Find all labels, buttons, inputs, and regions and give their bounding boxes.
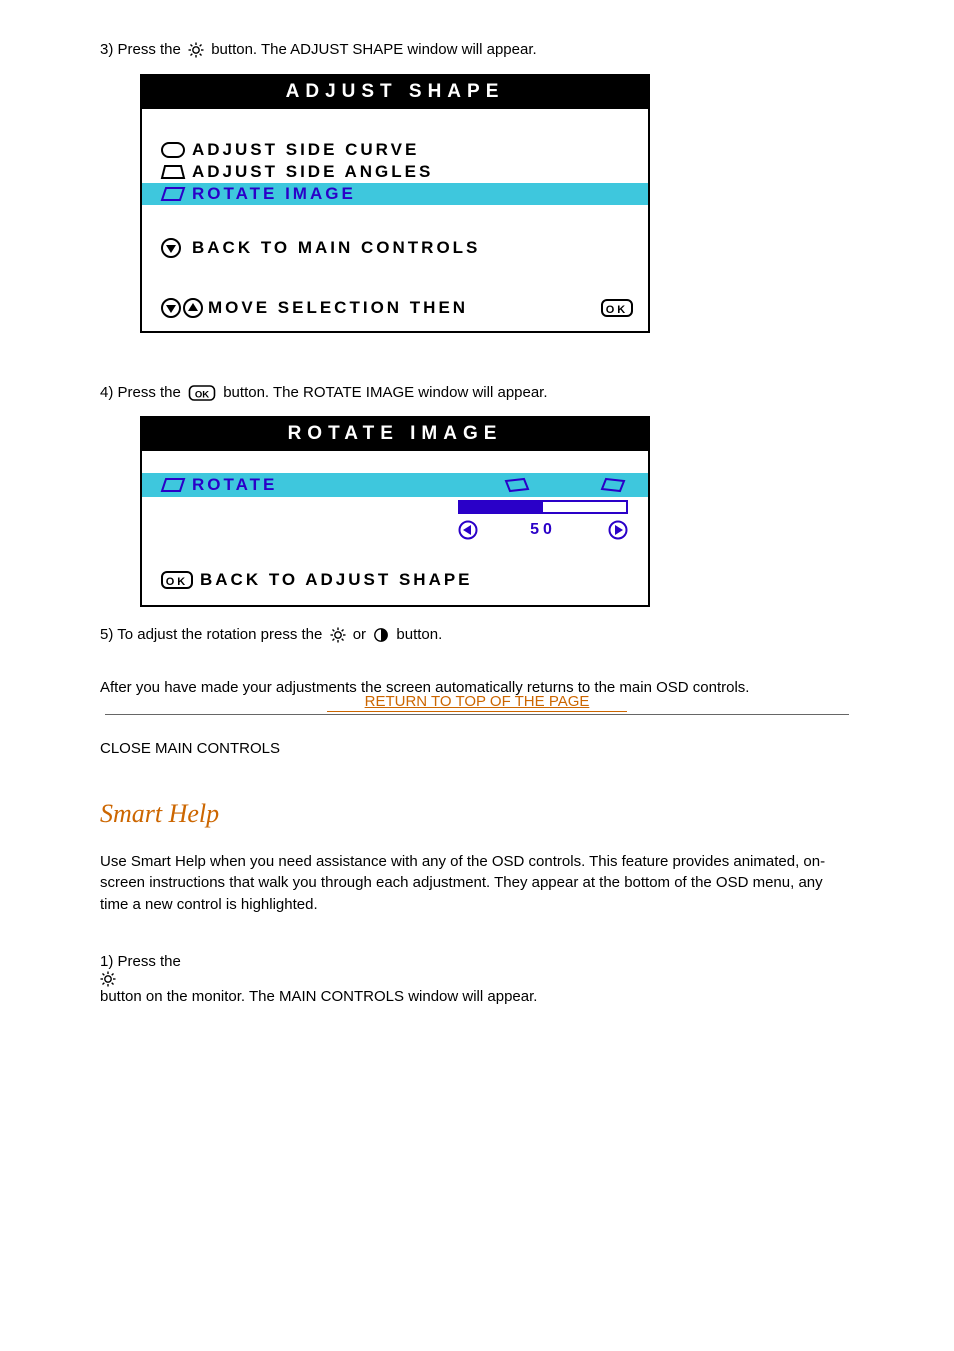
parallelogram-icon: [160, 185, 192, 203]
step-4-before: 4) Press the: [100, 384, 185, 401]
rotate-right-icon: [600, 476, 626, 494]
rotate-progress-row: 50: [142, 497, 648, 543]
section-title-smart-help: Smart Help: [100, 799, 854, 829]
divider: [105, 714, 849, 715]
osd1-footer: MOVE SELECTION THEN OK: [142, 285, 648, 331]
rotate-progress-bar: [458, 500, 628, 514]
svg-text:OK: OK: [195, 389, 209, 400]
rotate-left-icon: [504, 476, 530, 494]
nav-left-icon[interactable]: [458, 520, 478, 540]
footer-label: MOVE SELECTION THEN: [208, 298, 596, 318]
brightness-icon: [100, 971, 854, 987]
step-1-cs-text: 1) Press the button on the monitor. The …: [100, 952, 854, 1007]
parallelogram-icon: [160, 476, 192, 494]
step-1-cs-after: button on the monitor. The MAIN CONTROLS…: [100, 988, 537, 1005]
brightness-icon: [188, 42, 204, 58]
step-5-mid: or: [353, 626, 371, 643]
step-3-text: 3) Press the button. The ADJUST SHAPE wi…: [100, 40, 854, 60]
contrast-icon: [373, 627, 389, 643]
osd-adjust-shape: ADJUST SHAPE ADJUST SIDE CURVE ADJUST SI…: [140, 74, 650, 333]
close-main-controls-text: CLOSE MAIN CONTROLS: [100, 740, 854, 757]
return-to-top-link[interactable]: RETURN TO TOP OF THE PAGE: [327, 693, 627, 712]
ok-icon: OK: [188, 384, 216, 402]
step-5-text: 5) To adjust the rotation press the or b…: [100, 625, 854, 645]
step-3-after: button. The ADJUST SHAPE window will app…: [211, 41, 536, 58]
step-1-cs-before: 1) Press the: [100, 953, 181, 970]
menu-item-back-to-main[interactable]: BACK TO MAIN CONTROLS: [142, 235, 648, 261]
rotate-value: 50: [530, 521, 556, 539]
svg-text:OK: OK: [166, 576, 189, 588]
menu-item-label: BACK TO MAIN CONTROLS: [192, 238, 634, 258]
trapezoid-icon: [160, 163, 192, 181]
nav-right-icon[interactable]: [608, 520, 628, 540]
osd1-title: ADJUST SHAPE: [142, 76, 648, 109]
down-in-circle-icon: [160, 237, 192, 259]
ok-icon: OK: [160, 569, 200, 591]
osd-rotate-image: ROTATE IMAGE ROTATE: [140, 416, 650, 607]
rotate-row[interactable]: ROTATE: [142, 473, 648, 497]
barrel-icon: [160, 141, 192, 159]
menu-item-adjust-side-curve[interactable]: ADJUST SIDE CURVE: [142, 139, 648, 161]
brightness-icon: [330, 627, 346, 643]
osd2-title: ROTATE IMAGE: [142, 418, 648, 451]
menu-item-label: ROTATE IMAGE: [192, 184, 634, 204]
up-down-in-circles-icon: [160, 297, 208, 319]
menu-item-back-to-adjust-shape[interactable]: OK BACK TO ADJUST SHAPE: [142, 567, 648, 605]
menu-item-rotate-image[interactable]: ROTATE IMAGE: [142, 183, 648, 205]
rotate-label: ROTATE: [192, 475, 504, 495]
step-5-before: 5) To adjust the rotation press the: [100, 626, 327, 643]
menu-item-adjust-side-angles[interactable]: ADJUST SIDE ANGLES: [142, 161, 648, 183]
smart-help-paragraph: Use Smart Help when you need assistance …: [100, 851, 854, 916]
svg-text:OK: OK: [606, 304, 629, 316]
ok-icon: OK: [596, 297, 634, 319]
step-4-after: button. The ROTATE IMAGE window will app…: [223, 384, 547, 401]
rotate-progress-fill: [460, 502, 543, 512]
menu-item-label: ADJUST SIDE ANGLES: [192, 162, 634, 182]
step-4-text: 4) Press the OK button. The ROTATE IMAGE…: [100, 383, 854, 403]
step-5-after: button.: [396, 626, 442, 643]
menu-item-label: ADJUST SIDE CURVE: [192, 140, 634, 160]
menu-item-label: BACK TO ADJUST SHAPE: [200, 570, 634, 590]
step-3-before: 3) Press the: [100, 41, 185, 58]
